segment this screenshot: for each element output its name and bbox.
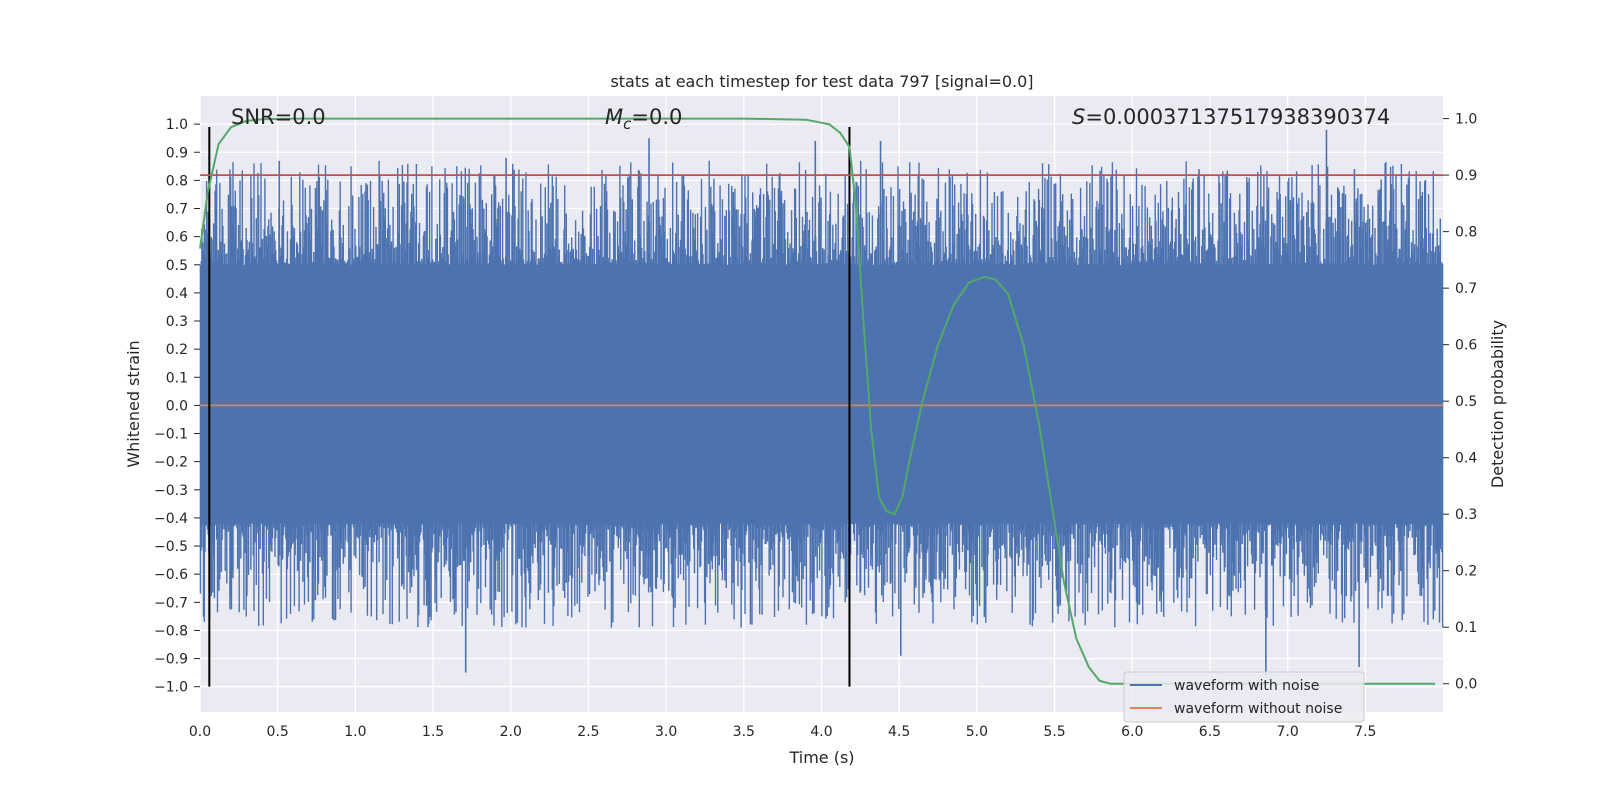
legend-box bbox=[1123, 671, 1365, 723]
x-tick-label: 1.0 bbox=[344, 724, 366, 740]
score-value: =0.0003713751793839037​4 bbox=[1085, 105, 1390, 129]
x-tick-label: 4.0 bbox=[810, 724, 832, 740]
x-tick-label: 1.5 bbox=[422, 724, 444, 740]
right-y-tick-label: 0.3 bbox=[1455, 507, 1477, 523]
x-tick-label: 6.5 bbox=[1199, 724, 1221, 740]
x-axis-label: Time (s) bbox=[788, 748, 854, 767]
y-tick-label: −0.1 bbox=[154, 427, 188, 443]
x-tick-label: 6.0 bbox=[1121, 724, 1143, 740]
x-tick-label: 0.5 bbox=[267, 724, 289, 740]
right-y-tick-label: 1.0 bbox=[1455, 112, 1477, 128]
legend-label-noise: waveform with noise bbox=[1174, 678, 1319, 694]
right-y-tick-label: 0.5 bbox=[1455, 394, 1477, 410]
x-tick-label: 5.0 bbox=[966, 724, 988, 740]
score-symbol: S bbox=[1072, 105, 1085, 129]
y-tick-label: −0.6 bbox=[154, 567, 188, 583]
right-y-tick-label: 0.1 bbox=[1455, 620, 1477, 636]
right-y-tick-label: 0.4 bbox=[1455, 451, 1477, 467]
x-tick-label: 7.0 bbox=[1276, 724, 1298, 740]
y-tick-label: −0.7 bbox=[154, 595, 188, 611]
detection-probability-series bbox=[199, 117, 1436, 685]
right-y-tick-label: 0.0 bbox=[1455, 677, 1477, 693]
x-tick-label: 2.5 bbox=[577, 724, 599, 740]
y-axis-label: Whitened strain bbox=[124, 340, 143, 467]
chirp-mass-value: =0.0 bbox=[631, 105, 682, 129]
legend-label-clean: waveform without noise bbox=[1174, 701, 1342, 717]
x-tick-labels: 0.0 0.5 1.0 1.5 2.0 2.5 3.0 3.5 4.0 4.5 5.0 5.5 6.0 6… bbox=[189, 724, 1377, 740]
vertical-marker-lines bbox=[208, 126, 851, 687]
right-y-tick-label: 0.8 bbox=[1455, 225, 1477, 241]
y-tick-label: −0.4 bbox=[154, 511, 188, 527]
x-tick-label: 4.5 bbox=[888, 724, 910, 740]
y-tick-label: 0.7 bbox=[166, 202, 188, 218]
right-y-tick-label: 0.6 bbox=[1455, 338, 1477, 354]
chirp-mass-annotation: Mc=0.0 bbox=[605, 105, 682, 133]
y-tick-label: 0.5 bbox=[166, 258, 188, 274]
y-tick-label: −0.8 bbox=[154, 623, 188, 639]
chirp-mass-symbol: M bbox=[605, 105, 623, 129]
score-annotation: S=0.0003713751793839037​4 bbox=[1072, 105, 1390, 129]
y-tick-label: 1.0 bbox=[166, 117, 188, 133]
x-tick-label: 0.0 bbox=[189, 724, 211, 740]
right-y-axis-label: Detection probability bbox=[1488, 320, 1507, 488]
y-tick-labels: 1.0 0.9 0.8 0.7 0.6 0.5 0.4 0.3 0.2 0.1 0.0 −0.1 −0.… bbox=[154, 117, 200, 696]
x-tick-label: 3.0 bbox=[655, 724, 677, 740]
right-y-tick-labels: 1.0 0.9 0.8 0.7 0.6 0.5 0.4 0.3 0.2 0.1 0.0 bbox=[1443, 112, 1477, 693]
detection-probability-line bbox=[199, 117, 1436, 685]
y-tick-label: −0.5 bbox=[154, 539, 188, 555]
y-tick-label: 0.6 bbox=[166, 230, 188, 246]
noise-spikes bbox=[199, 160, 1444, 628]
right-y-tick-label: 0.9 bbox=[1455, 168, 1477, 184]
chart-title: stats at each timestep for test data 797… bbox=[610, 72, 1033, 91]
y-tick-label: 0.0 bbox=[166, 398, 188, 414]
y-tick-label: 0.1 bbox=[166, 370, 188, 386]
x-tick-label: 2.0 bbox=[500, 724, 522, 740]
y-tick-label: −0.3 bbox=[154, 483, 188, 499]
y-tick-label: 0.2 bbox=[166, 342, 188, 358]
right-y-tick-label: 0.2 bbox=[1455, 564, 1477, 580]
y-tick-label: −0.2 bbox=[154, 455, 188, 471]
y-tick-label: 0.9 bbox=[166, 145, 188, 161]
chirp-mass-subscript: c bbox=[623, 115, 632, 133]
y-tick-label: −1.0 bbox=[154, 680, 188, 696]
x-tick-label: 3.5 bbox=[733, 724, 755, 740]
x-tick-label: 7.5 bbox=[1354, 724, 1376, 740]
snr-annotation: SNR=0.0 bbox=[231, 105, 326, 129]
y-tick-label: −0.9 bbox=[154, 652, 188, 668]
legend: waveform with noise waveform without noi… bbox=[1123, 671, 1365, 723]
y-tick-label: 0.3 bbox=[166, 314, 188, 330]
y-tick-label: 0.4 bbox=[166, 286, 188, 302]
y-tick-label: 0.8 bbox=[166, 173, 188, 189]
x-tick-label: 5.5 bbox=[1043, 724, 1065, 740]
right-y-tick-label: 0.7 bbox=[1455, 281, 1477, 297]
